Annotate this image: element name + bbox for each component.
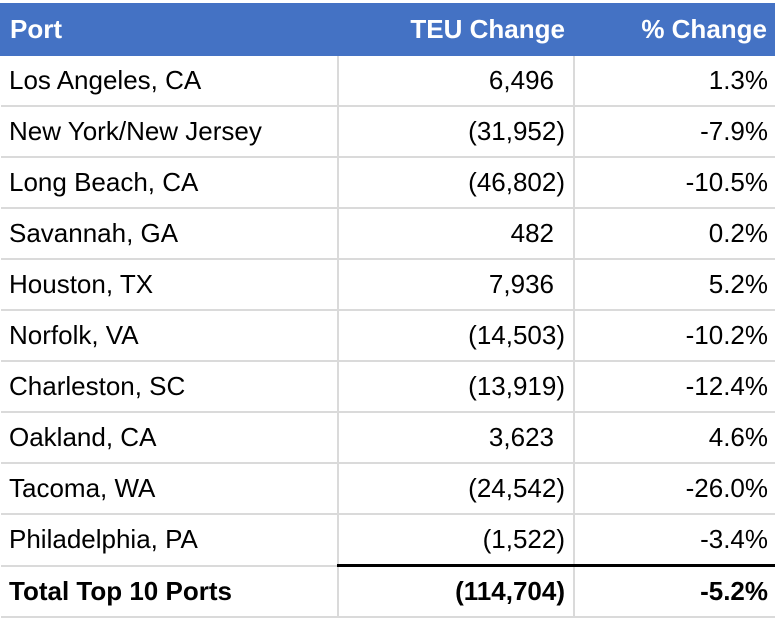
teu-change-cell: 3,623 <box>337 411 575 464</box>
port-cell: Total Top 10 Ports <box>1 564 339 618</box>
port-cell: Savannah, GA <box>1 207 339 260</box>
port-cell: New York/New Jersey <box>1 105 339 158</box>
teu-change-cell: 482 <box>337 207 575 260</box>
teu-change-value: 482 <box>510 218 554 248</box>
table-row: Norfolk, VA (14,503) -10.2% <box>1 309 775 362</box>
pct-change-cell: -12.4% <box>573 360 775 413</box>
port-cell: Tacoma, WA <box>1 462 339 515</box>
teu-change-cell: 6,496 <box>337 54 575 107</box>
port-cell: Charleston, SC <box>1 360 339 413</box>
teu-change-value: (46,802) <box>468 167 565 197</box>
table-row: Long Beach, CA (46,802) -10.5% <box>1 156 775 209</box>
teu-change-cell: (114,704) <box>337 564 575 618</box>
header-teu-change: TEU Change <box>337 3 575 56</box>
port-cell: Oakland, CA <box>1 411 339 464</box>
teu-change-cell: (13,919) <box>337 360 575 413</box>
teu-change-cell: (31,952) <box>337 105 575 158</box>
port-cell: Los Angeles, CA <box>1 54 339 107</box>
total-row: Total Top 10 Ports (114,704) -5.2% <box>1 564 775 618</box>
port-cell: Long Beach, CA <box>1 156 339 209</box>
port-cell: Philadelphia, PA <box>1 513 339 567</box>
header-port: Port <box>0 3 339 56</box>
table-row: Houston, TX 7,936 5.2% <box>1 258 775 311</box>
teu-change-value: (14,503) <box>468 320 565 350</box>
table-row: Tacoma, WA (24,542) -26.0% <box>1 462 775 515</box>
teu-change-value: 3,623 <box>488 422 554 452</box>
table-row: Oakland, CA 3,623 4.6% <box>1 411 775 464</box>
port-cell: Houston, TX <box>1 258 339 311</box>
pct-change-cell: 0.2% <box>573 207 775 260</box>
table-row: Philadelphia, PA (1,522) -3.4% <box>1 513 775 567</box>
table-row: New York/New Jersey (31,952) -7.9% <box>1 105 775 158</box>
pct-change-cell: -10.2% <box>573 309 775 362</box>
pct-change-cell: -7.9% <box>573 105 775 158</box>
table-row: Charleston, SC (13,919) -12.4% <box>1 360 775 413</box>
teu-change-cell: (46,802) <box>337 156 575 209</box>
teu-change-value: (1,522) <box>482 524 565 554</box>
port-cell: Norfolk, VA <box>1 309 339 362</box>
teu-change-value: (24,542) <box>468 473 565 503</box>
teu-change-cell: 7,936 <box>337 258 575 311</box>
header-row: Port TEU Change % Change <box>0 3 775 56</box>
pct-change-cell: 4.6% <box>573 411 775 464</box>
pct-change-cell: 5.2% <box>573 258 775 311</box>
teu-change-cell: (14,503) <box>337 309 575 362</box>
teu-change-value: (31,952) <box>468 116 565 146</box>
teu-change-value: (114,704) <box>455 576 565 606</box>
table-row: Los Angeles, CA 6,496 1.3% <box>1 54 775 107</box>
pct-change-cell: -26.0% <box>573 462 775 515</box>
teu-change-cell: (1,522) <box>337 513 575 567</box>
pct-change-cell: -3.4% <box>573 513 775 567</box>
teu-change-value: 7,936 <box>488 269 554 299</box>
pct-change-cell: -5.2% <box>573 564 775 618</box>
pct-change-cell: 1.3% <box>573 54 775 107</box>
port-teu-table: Port TEU Change % Change Los Angeles, CA… <box>0 3 775 618</box>
table-row: Savannah, GA 482 0.2% <box>1 207 775 260</box>
teu-change-value: (13,919) <box>468 371 565 401</box>
pct-change-cell: -10.5% <box>573 156 775 209</box>
teu-change-value: 6,496 <box>488 65 554 95</box>
teu-change-cell: (24,542) <box>337 462 575 515</box>
header-pct-change: % Change <box>573 3 775 56</box>
